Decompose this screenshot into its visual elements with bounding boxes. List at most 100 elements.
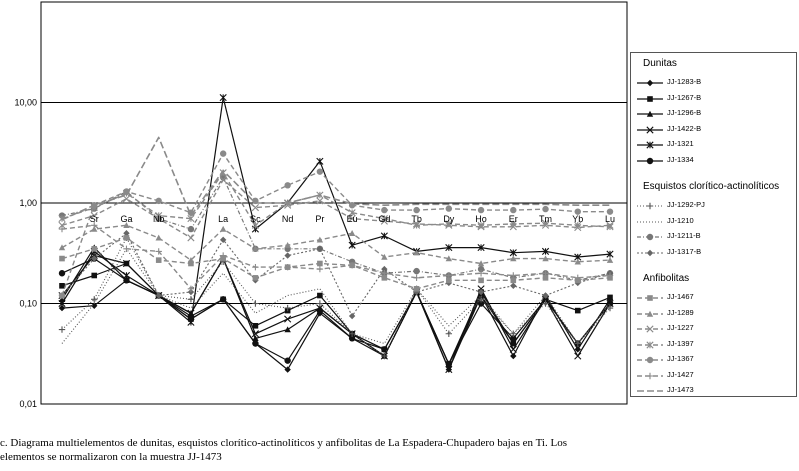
data-point-marker [541, 247, 550, 255]
legend-entry: JJ-1211-B [635, 230, 795, 244]
legend-label: JJ-1289 [667, 307, 694, 317]
data-point-marker [646, 157, 654, 164]
data-point-marker [574, 258, 581, 265]
legend-entry: JJ-1296-B [635, 107, 795, 121]
data-point-marker [187, 285, 195, 293]
data-point-marker [646, 310, 654, 317]
data-point-marker [123, 277, 130, 284]
data-point-marker [348, 241, 356, 249]
series-line [61, 179, 611, 239]
data-point-marker [251, 221, 260, 229]
data-point-marker [574, 221, 582, 229]
data-point-marker [381, 265, 388, 273]
data-point-marker [381, 270, 388, 277]
legend-label: JJ-1422-B [667, 123, 702, 133]
data-point-marker [187, 214, 195, 223]
data-point-marker [58, 214, 66, 223]
data-point-marker [91, 255, 98, 262]
data-point-marker [219, 93, 227, 102]
x-tick-label: La [218, 214, 228, 224]
legend-entry: JJ-1334 [635, 154, 795, 168]
legend-entry: JJ-1367 [635, 353, 795, 367]
data-point-marker [58, 326, 66, 333]
data-point-marker [188, 260, 194, 267]
data-point-marker [381, 352, 388, 360]
data-point-marker [123, 222, 130, 228]
legend-swatch [637, 325, 663, 333]
data-point-marker [252, 275, 259, 281]
x-tick-label: Ho [475, 214, 487, 224]
data-point-marker [348, 202, 356, 209]
data-point-marker [380, 214, 388, 223]
data-point-marker [284, 366, 291, 373]
data-point-marker [381, 275, 388, 281]
legend-swatch [637, 202, 663, 210]
data-point-marker [646, 249, 654, 256]
data-point-marker [646, 372, 654, 379]
series-line [61, 224, 611, 265]
x-tick-label: Er [509, 214, 518, 224]
series-line [61, 224, 611, 290]
data-point-marker [91, 296, 98, 303]
data-point-marker [646, 125, 654, 134]
caption-line-1: c. Diagrama multielementos de dunitas, e… [0, 437, 567, 449]
legend-group-title: Esquistos clorítico-actinolíticos [643, 181, 780, 192]
data-point-marker [316, 157, 324, 165]
data-point-marker [58, 225, 66, 233]
data-point-marker [348, 330, 356, 337]
data-point-marker [219, 252, 227, 259]
data-point-marker [155, 257, 162, 263]
legend-label: JJ-1267-B [667, 92, 702, 102]
series-jj-1227 [58, 176, 614, 242]
data-point-marker [574, 208, 581, 215]
legend-label: JJ-1467 [667, 292, 694, 301]
data-point-marker [59, 255, 65, 262]
data-point-marker [316, 236, 324, 243]
data-point-marker [348, 312, 356, 320]
data-point-marker [477, 221, 485, 229]
data-point-marker [413, 206, 420, 214]
data-point-marker [542, 275, 549, 281]
legend-entry: JJ-1267-B [635, 92, 795, 106]
data-point-marker [187, 225, 195, 233]
legend-label: JJ-1321 [667, 139, 694, 148]
legend-label: JJ-1210 [667, 215, 694, 225]
plot-frame [40, 1, 628, 405]
legend-swatch [637, 390, 663, 392]
data-point-marker [316, 307, 324, 314]
series-jj-1397 [58, 169, 614, 231]
series-line [61, 232, 611, 317]
x-tick-label: Sc [250, 214, 261, 224]
data-point-marker [542, 300, 549, 307]
chart-axes [40, 1, 628, 405]
legend-entry: JJ-1289 [635, 307, 795, 321]
data-point-marker [413, 249, 420, 256]
data-point-marker [510, 335, 517, 342]
data-point-marker [542, 205, 549, 213]
data-point-marker [477, 285, 485, 293]
chart-legend: Dunitas JJ-1283-B JJ-1267-B JJ-1296-B JJ-142… [630, 52, 797, 397]
data-point-marker [284, 242, 291, 248]
legend-swatch [637, 249, 663, 256]
x-tick-label: Tm [539, 214, 552, 224]
data-point-marker [317, 260, 323, 267]
legend-group-title: Dunitas [643, 58, 677, 69]
data-point-marker [445, 205, 453, 212]
data-point-marker [91, 246, 98, 252]
legend-entry: JJ-1473 [635, 384, 795, 398]
data-point-marker [380, 232, 388, 240]
y-tick-label: 0,10 [19, 299, 37, 309]
x-tick-label: Yb [572, 214, 583, 224]
data-point-marker [574, 274, 581, 282]
y-tick-label: 10,00 [14, 98, 37, 108]
data-point-marker [284, 315, 292, 323]
data-point-marker [574, 307, 581, 314]
series-line [61, 254, 611, 371]
data-point-marker [413, 274, 420, 282]
data-point-marker [284, 263, 291, 271]
data-point-marker [606, 272, 614, 279]
data-point-marker [477, 300, 485, 307]
data-point-marker [445, 272, 453, 279]
data-point-marker [510, 282, 517, 290]
data-point-marker [574, 352, 582, 360]
